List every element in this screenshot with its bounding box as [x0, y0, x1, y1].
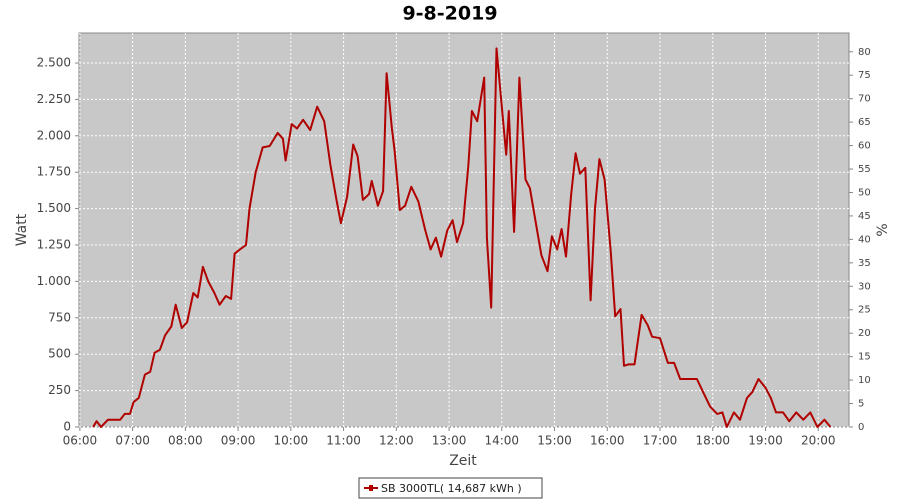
- y2-tick-label: 10: [858, 375, 871, 386]
- y-tick-label: 1.000: [37, 274, 71, 288]
- y-tick-label: 1.750: [37, 165, 71, 179]
- y2-tick-label: 55: [858, 164, 871, 175]
- y-tick-label: 1.500: [37, 201, 71, 215]
- legend-marker: [369, 485, 373, 491]
- legend: SB 3000TL( 14,687 kWh ): [358, 477, 543, 499]
- plot-area: [78, 32, 850, 428]
- y-axis-label: Watt: [14, 213, 30, 246]
- y2-tick-label: 70: [858, 94, 871, 105]
- x-tick-label: 17:00: [643, 434, 678, 448]
- data-line: [92, 47, 832, 428]
- x-tick-label: 16:00: [590, 434, 625, 448]
- y-tick-label: 250: [48, 383, 71, 397]
- y-tick-label: 2.500: [37, 55, 71, 69]
- y2-axis-label: %: [875, 223, 891, 236]
- y-tick-label: 2.250: [37, 92, 71, 106]
- y2-tick-label: 65: [858, 117, 871, 128]
- y-tick-label: 2.000: [37, 128, 71, 142]
- x-tick-label: 11:00: [326, 434, 361, 448]
- y2-tick-label: 40: [858, 234, 871, 245]
- y2-tick-label: 25: [858, 305, 871, 316]
- x-tick-label: 07:00: [115, 434, 150, 448]
- y-tick-label: 1.250: [37, 237, 71, 251]
- y2-tick-label: 15: [858, 352, 871, 363]
- x-tick-label: 20:00: [801, 434, 836, 448]
- y-tick-label: 500: [48, 347, 71, 361]
- y2-tick-label: 5: [858, 399, 864, 410]
- y2-tick-label: 45: [858, 211, 871, 222]
- legend-box: [358, 477, 543, 499]
- y2-tick-label: 20: [858, 328, 871, 339]
- x-tick-label: 19:00: [748, 434, 783, 448]
- y2-tick-label: 35: [858, 258, 871, 269]
- x-tick-label: 09:00: [221, 434, 256, 448]
- y-tick-label: 750: [48, 310, 71, 324]
- x-tick-label: 12:00: [379, 434, 414, 448]
- y2-tick-label: 60: [858, 141, 871, 152]
- x-tick-label: 06:00: [63, 434, 98, 448]
- x-tick-label: 10:00: [274, 434, 309, 448]
- y2-tick-label: 80: [858, 47, 871, 58]
- y2-tick-label: 75: [858, 70, 871, 81]
- legend-label: SB 3000TL( 14,687 kWh ): [381, 482, 522, 495]
- x-tick-label: 08:00: [168, 434, 203, 448]
- x-tick-label: 18:00: [695, 434, 730, 448]
- x-tick-label: 14:00: [484, 434, 519, 448]
- x-tick-label: 13:00: [432, 434, 467, 448]
- x-tick-label: 15:00: [537, 434, 572, 448]
- chart-title: 9-8-2019: [402, 3, 497, 25]
- y2-tick-label: 50: [858, 187, 871, 198]
- x-axis-label: Zeit: [449, 453, 477, 469]
- y2-tick-label: 0: [858, 422, 864, 433]
- y-tick-label: 0: [63, 420, 71, 434]
- y2-tick-label: 30: [858, 281, 871, 292]
